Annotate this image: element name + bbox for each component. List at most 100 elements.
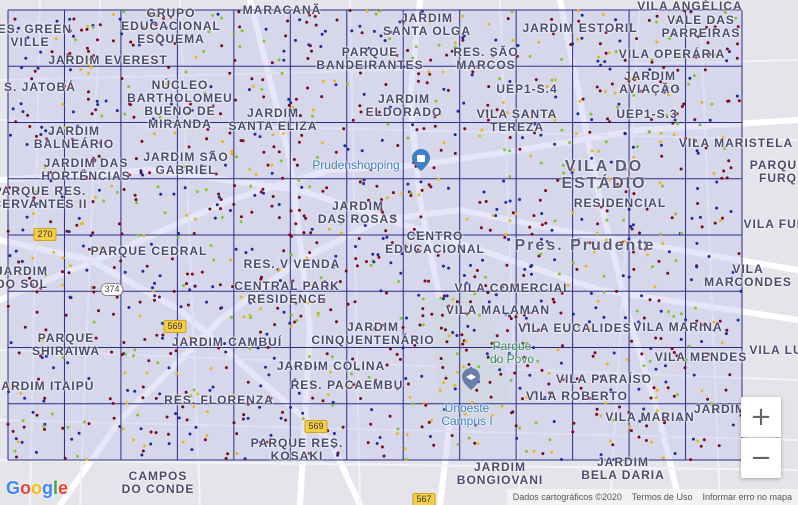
data-point [314,23,318,27]
data-point [133,389,137,393]
data-point [157,295,161,299]
data-point [524,111,528,115]
data-point [677,53,681,57]
data-point [212,258,216,262]
data-point [82,333,86,337]
data-point [524,316,528,320]
data-point [417,193,421,197]
data-point [254,172,258,176]
data-point [530,232,534,236]
data-point [632,192,636,196]
data-point [205,410,209,414]
data-point [508,219,512,223]
data-point [248,301,252,305]
data-point [241,139,245,143]
data-point [470,401,474,404]
data-point [103,141,107,145]
data-point [683,366,687,370]
data-point [708,118,712,122]
data-point [445,340,449,344]
data-point [44,129,48,133]
data-point [177,232,180,235]
data-point [288,321,292,325]
data-point [186,303,190,307]
data-point [734,16,738,20]
data-point [441,381,445,384]
data-point [104,99,108,103]
data-point [635,309,639,313]
data-point [308,251,312,255]
report-error-link[interactable]: Informar erro no mapa [702,492,792,502]
data-point [49,171,53,174]
data-point [655,40,659,44]
data-point [625,357,629,361]
data-point [723,10,727,14]
data-point [674,259,678,263]
label-jardim-aviacao: JARDIM AVIAÇÃO [619,69,681,96]
data-point [693,139,697,143]
data-point [321,141,324,145]
data-point [136,413,140,417]
zoom-in-button[interactable]: + [741,397,781,437]
data-point [206,127,210,131]
data-point [445,294,449,298]
data-point [133,348,137,352]
data-point [262,95,266,99]
data-point [211,104,215,108]
data-point [545,85,549,88]
data-point [511,211,515,215]
data-point [80,28,83,32]
terms-link[interactable]: Termos de Uso [631,492,693,502]
data-point [623,239,626,243]
data-point [518,147,522,151]
data-point [687,82,691,86]
data-point [217,192,221,196]
data-point [388,414,392,418]
data-point [653,285,657,289]
data-point [488,228,492,232]
zoom-out-button[interactable]: − [741,438,781,478]
data-point [310,227,314,231]
data-point [44,328,48,332]
data-point [362,178,366,182]
data-point [464,339,468,343]
data-point [228,71,232,75]
data-point [473,275,477,279]
data-point [472,328,476,332]
label-jardim-das-hortencias: JARDIM DAS HORTÊNCIAS [41,156,131,183]
label-jardim-estoril: JARDIM ESTORIL [522,21,638,35]
data-point [11,107,15,111]
data-point [6,229,10,233]
data-point [679,337,683,341]
data-point [534,78,538,82]
data-point [181,440,185,444]
university-pin-icon[interactable] [462,368,480,390]
data-point [305,364,308,368]
data-point [372,29,376,33]
data-point [627,207,631,211]
data-point [224,456,228,460]
data-point [367,46,371,50]
shopping-pin-icon[interactable] [412,149,430,171]
data-point [92,159,96,163]
data-point [487,22,491,26]
data-point [156,361,160,365]
data-point [311,114,314,118]
data-point [501,101,505,104]
data-point [182,284,185,288]
data-point [719,219,723,223]
data-point [561,163,565,167]
data-point [320,95,324,99]
data-point [346,147,350,151]
data-point [604,31,608,34]
data-point [395,432,399,436]
data-point [379,289,383,293]
data-point [323,280,327,284]
data-point [560,291,564,295]
data-point [141,26,145,30]
data-point [98,141,102,145]
data-point [72,34,75,38]
data-point [663,358,667,362]
data-point [478,313,481,317]
